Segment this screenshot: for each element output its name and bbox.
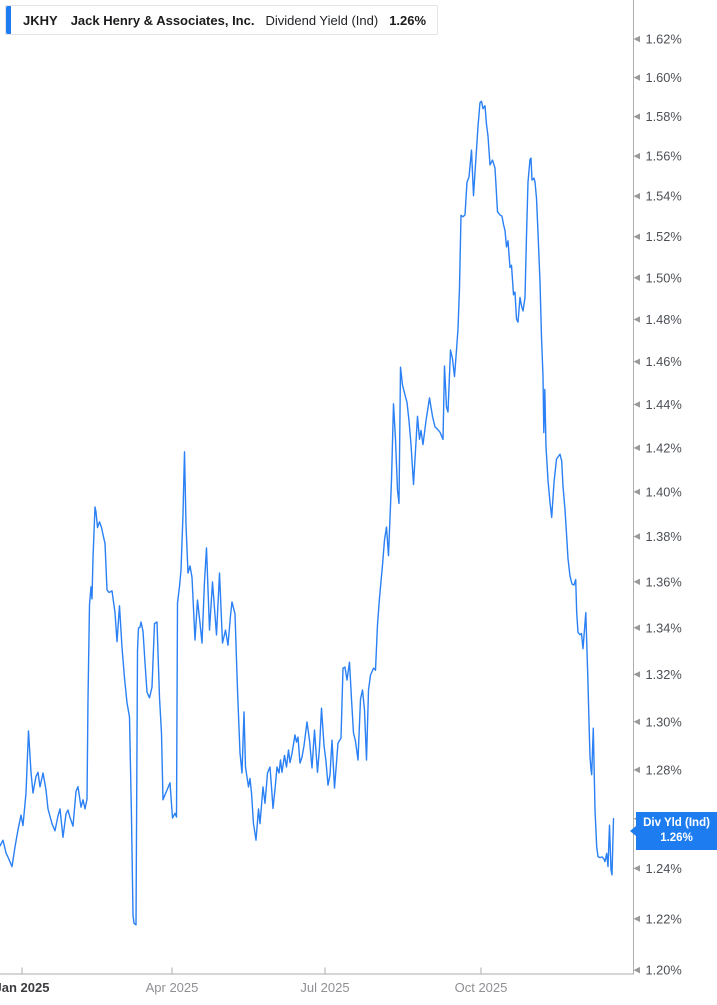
y-tick-mark [633,718,640,725]
metric-name: Dividend Yield (Ind) [265,12,379,28]
x-tick-label: Apr 2025 [146,980,199,995]
y-tick-mark [633,192,640,200]
y-tick-mark [633,274,640,281]
y-tick-label: 1.24% [646,861,682,876]
y-tick-label: 1.56% [646,149,682,164]
ticker-symbol: JKHY [23,12,58,28]
y-tick-label: 1.28% [646,762,682,777]
y-tick-label: 1.54% [646,189,682,204]
y-tick-mark [633,624,640,631]
y-tick-mark [633,401,640,408]
yield-line [0,100,615,926]
y-tick-mark [633,74,640,81]
y-tick-mark [633,966,640,974]
y-tick-label: 1.30% [646,714,682,729]
x-tick-label: Jan 2025 [0,980,49,995]
y-tick-mark [633,766,640,774]
y-tick-label: 1.20% [646,963,682,978]
marker-arrow-icon [630,825,636,836]
y-tick-label: 1.60% [646,70,682,85]
y-tick-mark [633,915,640,923]
y-tick-mark [633,233,640,240]
y-tick-label: 1.58% [646,109,682,124]
y-tick-label: 1.48% [646,312,682,327]
x-tick-label: Oct 2025 [455,980,508,995]
y-tick-label: 1.34% [646,620,682,635]
last-value-marker: Div Yld (Ind) 1.26% [630,811,717,850]
y-tick-mark [633,533,640,540]
legend-accent-bar [6,6,11,34]
company-name: Jack Henry & Associates, Inc. [70,12,255,28]
y-tick-label: 1.36% [646,574,682,589]
y-tick-mark [633,444,640,452]
y-tick-mark [633,865,640,872]
y-tick-mark [633,316,640,323]
y-tick-mark [633,358,640,365]
y-tick-label: 1.46% [646,354,682,369]
y-tick-label: 1.32% [646,667,682,682]
y-tick-mark [633,578,640,585]
y-tick-label: 1.40% [646,484,682,499]
y-tick-label: 1.50% [646,270,682,285]
series-legend: JKHY Jack Henry & Associates, Inc. Divid… [5,5,439,35]
x-tick-label: Jul 2025 [300,980,349,995]
y-tick-label: 1.52% [646,229,682,244]
metric-value: 1.26% [389,12,427,28]
y-tick-mark [633,488,640,496]
y-tick-label: 1.44% [646,397,682,412]
y-tick-mark [633,35,640,43]
y-tick-label: 1.38% [646,529,682,544]
marker-value: 1.26% [660,831,693,844]
y-tick-mark [633,671,640,678]
y-tick-label: 1.22% [646,911,682,926]
marker-label: Div Yld (Ind) [643,816,710,829]
y-tick-mark [633,152,640,160]
y-tick-mark [633,113,640,120]
y-tick-label: 1.62% [646,32,682,47]
y-tick-label: 1.42% [646,440,682,455]
